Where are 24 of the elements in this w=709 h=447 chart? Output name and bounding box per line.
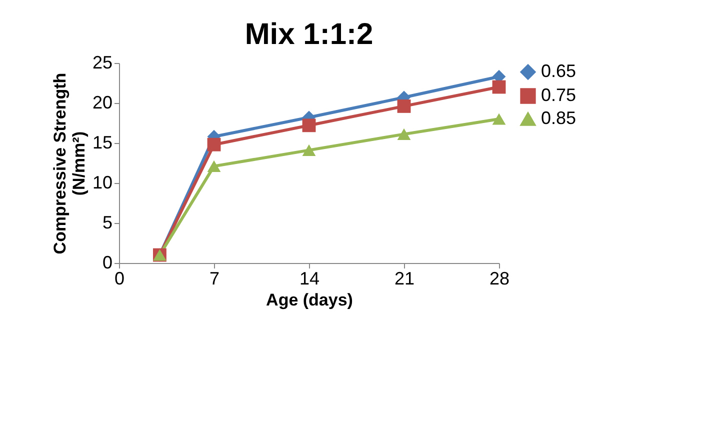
point (302, 144, 316, 156)
y-tick-label: 5 (102, 212, 112, 232)
point (207, 160, 221, 172)
legend-label: 0.85 (541, 108, 576, 128)
legend-label: 0.65 (541, 61, 576, 81)
y-tick-label: 25 (92, 52, 112, 72)
x-tick-label: 28 (489, 268, 510, 288)
point (302, 118, 316, 132)
point (492, 113, 506, 125)
y-tick-label: 0 (102, 252, 112, 272)
legend-label: 0.75 (541, 85, 576, 105)
y-tick-label: 20 (92, 92, 112, 112)
point (492, 80, 506, 94)
x-tick-label: 14 (299, 268, 320, 288)
y-axis-title: Compressive Strength (N/mm²) (50, 72, 88, 254)
point (397, 99, 411, 113)
y-tick-label: 10 (92, 172, 112, 192)
point (397, 128, 411, 140)
x-tick-label: 21 (394, 268, 415, 288)
x-axis-title: Age (days) (266, 290, 353, 310)
point (207, 138, 221, 152)
x-tick-label: 7 (209, 268, 220, 288)
chart-title: Mix 1:1:2 (244, 18, 374, 51)
y-tick-label: 15 (92, 132, 112, 152)
